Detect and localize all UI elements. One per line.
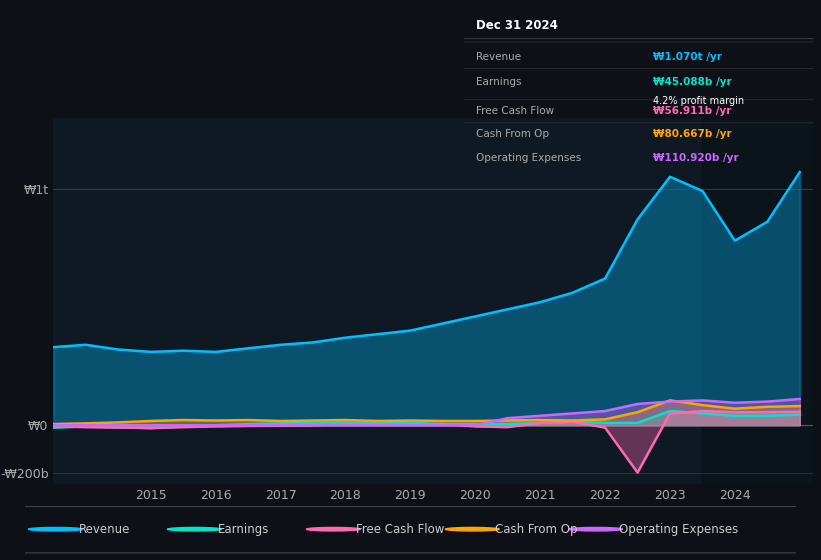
Circle shape xyxy=(569,528,623,531)
Text: Operating Expenses: Operating Expenses xyxy=(619,522,738,536)
Text: Revenue: Revenue xyxy=(475,52,521,62)
Text: Cash From Op: Cash From Op xyxy=(475,129,548,139)
Bar xyxy=(703,118,813,484)
Text: 4.2% profit margin: 4.2% profit margin xyxy=(653,96,744,106)
Text: ₩1.070t /yr: ₩1.070t /yr xyxy=(653,52,722,62)
Text: Free Cash Flow: Free Cash Flow xyxy=(356,522,445,536)
Text: Earnings: Earnings xyxy=(218,522,269,536)
Text: Cash From Op: Cash From Op xyxy=(495,522,578,536)
Text: ₩56.911b /yr: ₩56.911b /yr xyxy=(653,106,732,116)
Circle shape xyxy=(306,528,360,531)
Text: Free Cash Flow: Free Cash Flow xyxy=(475,106,553,116)
Text: Dec 31 2024: Dec 31 2024 xyxy=(475,19,557,32)
Circle shape xyxy=(29,528,82,531)
Text: Revenue: Revenue xyxy=(79,522,130,536)
Text: ₩110.920b /yr: ₩110.920b /yr xyxy=(653,152,739,162)
Text: ₩45.088b /yr: ₩45.088b /yr xyxy=(653,77,732,87)
Circle shape xyxy=(167,528,222,531)
Text: Operating Expenses: Operating Expenses xyxy=(475,152,580,162)
Circle shape xyxy=(445,528,499,531)
Text: ₩80.667b /yr: ₩80.667b /yr xyxy=(653,129,732,139)
Text: Earnings: Earnings xyxy=(475,77,521,87)
